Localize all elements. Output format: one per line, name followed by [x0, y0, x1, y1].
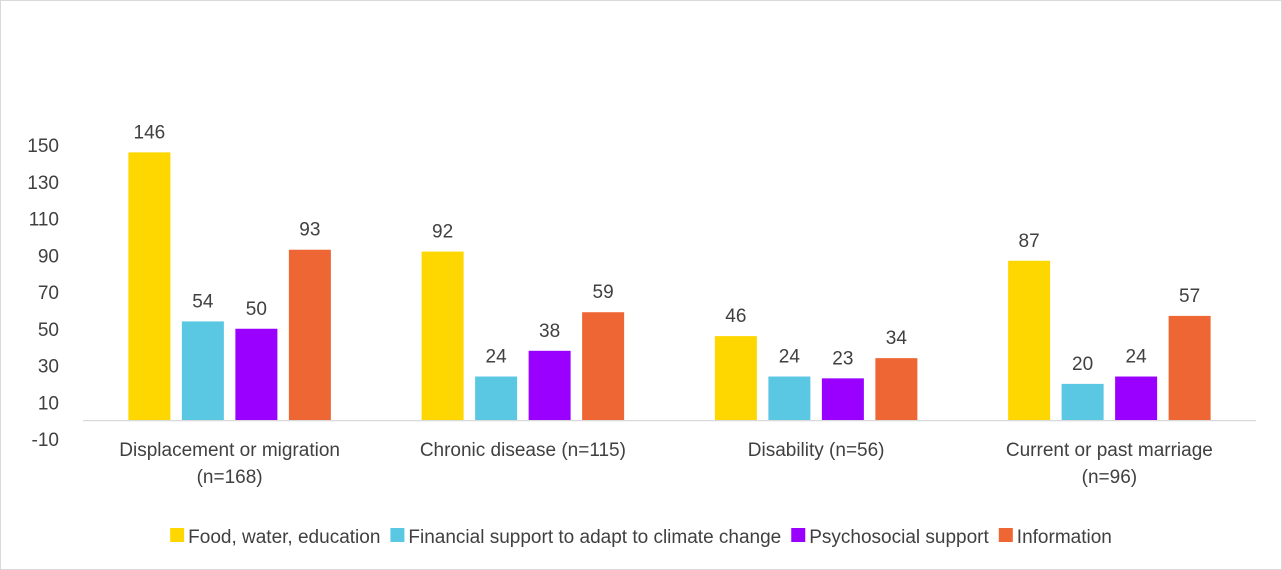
y-tick-label: -10 — [32, 430, 59, 451]
data-label: 38 — [539, 321, 560, 342]
x-tick-label: Current or past marriage — [1006, 440, 1213, 461]
bar — [421, 251, 464, 421]
data-label: 54 — [192, 291, 214, 312]
bar — [714, 336, 757, 421]
data-label: 20 — [1072, 354, 1093, 375]
legend-label: Financial support to adapt to climate ch… — [408, 527, 781, 548]
bar — [528, 350, 571, 421]
y-tick-label: 70 — [38, 283, 59, 304]
y-tick-label: 150 — [27, 136, 59, 157]
data-label: 57 — [1179, 286, 1200, 307]
bar — [1168, 315, 1211, 421]
bar — [821, 378, 864, 421]
bars-group: 146 54 50 93 92 24 38 59 46 24 23 34 87 20 24 57 — [128, 122, 1211, 421]
legend-item: Information — [998, 527, 1112, 548]
legend-item: Psychosocial support — [791, 527, 990, 548]
y-tick-label: 130 — [27, 173, 59, 194]
bar — [1061, 383, 1104, 421]
bar — [875, 358, 918, 421]
legend-label: Food, water, education — [188, 527, 380, 548]
y-tick-label: 10 — [38, 393, 59, 414]
legend-item: Financial support to adapt to climate ch… — [390, 527, 781, 548]
data-label: 24 — [486, 347, 508, 368]
bar — [1115, 376, 1158, 421]
legend: Food, water, education Financial support … — [170, 527, 1112, 548]
data-label: 146 — [134, 122, 166, 143]
y-tick-label: 110 — [29, 210, 59, 231]
x-tick-label: (n=96) — [1082, 467, 1137, 488]
bar — [235, 328, 278, 421]
legend-swatch — [791, 528, 806, 542]
data-label: 59 — [593, 282, 614, 303]
y-tick-label: 50 — [38, 320, 59, 341]
y-tick-label: 30 — [38, 357, 59, 378]
legend-item: Food, water, education — [170, 527, 380, 548]
legend-label: Information — [1017, 527, 1112, 548]
bar — [128, 152, 171, 421]
bar — [1008, 260, 1051, 421]
data-label: 92 — [432, 222, 453, 243]
data-label: 24 — [779, 347, 801, 368]
data-label: 23 — [832, 348, 853, 369]
bar — [181, 321, 224, 421]
bar — [288, 249, 331, 421]
legend-swatch — [390, 528, 405, 542]
data-label: 50 — [246, 299, 267, 320]
legend-swatch — [170, 528, 185, 542]
data-label: 87 — [1019, 231, 1040, 252]
x-tick-label: Chronic disease (n=115) — [420, 440, 626, 461]
y-axis: -10 10 30 50 70 90 110 130 150 — [27, 136, 59, 451]
bar — [582, 312, 625, 421]
data-label: 46 — [725, 306, 746, 327]
x-axis: Displacement or migration (n=168) Chronic … — [83, 420, 1256, 488]
y-tick-label: 90 — [38, 246, 59, 267]
x-tick-label: (n=168) — [197, 467, 263, 488]
data-label: 93 — [299, 220, 320, 241]
legend-label: Psychosocial support — [809, 527, 989, 548]
data-label: 24 — [1126, 347, 1148, 368]
data-label: 34 — [886, 328, 908, 349]
x-tick-label: Displacement or migration — [119, 440, 340, 461]
bar — [475, 376, 518, 421]
x-tick-label: Disability (n=56) — [748, 440, 885, 461]
bar — [768, 376, 811, 421]
legend-swatch — [998, 528, 1013, 542]
